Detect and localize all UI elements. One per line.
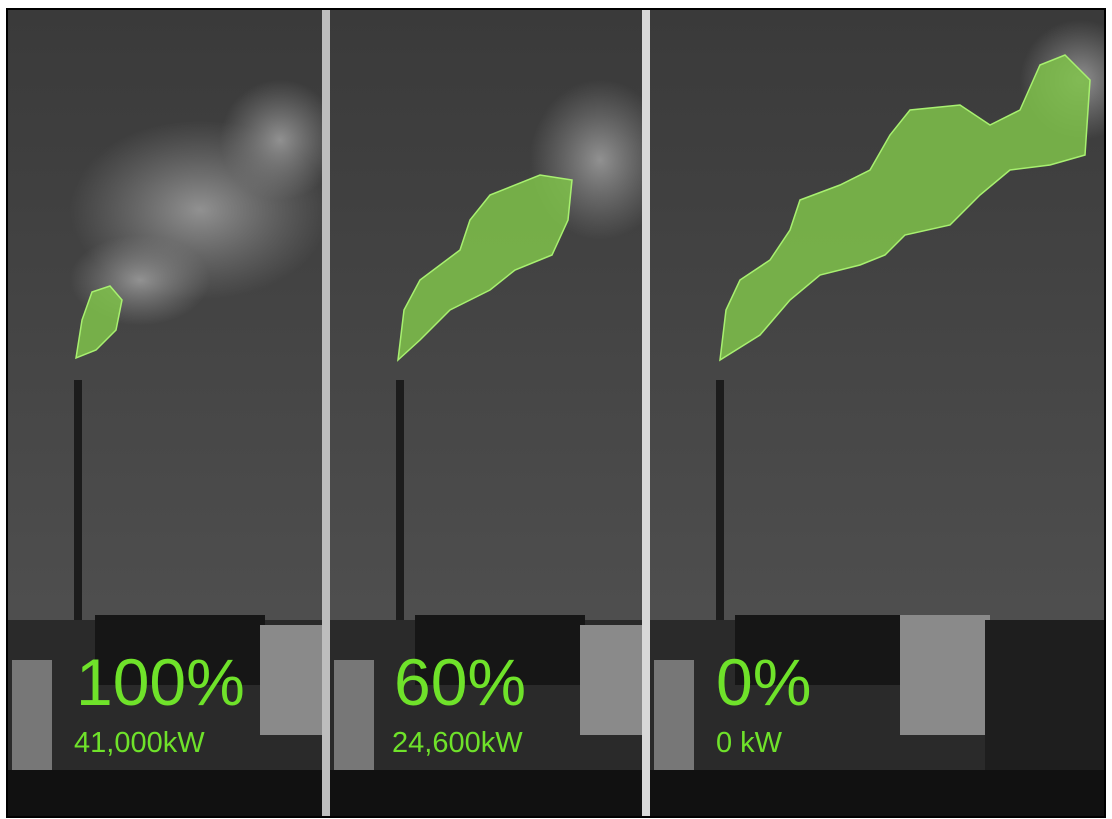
percent: 0% <box>716 645 811 719</box>
ground <box>8 770 322 816</box>
chimney <box>396 380 404 660</box>
panel: 100% 41,000kW <box>8 10 340 816</box>
panel: 60% 24,600kW <box>330 10 670 816</box>
building <box>580 625 642 735</box>
page: 100% 41,000kW 60% 24,600kW 0% 0 kW (() =… <box>0 0 1112 819</box>
building <box>12 660 52 780</box>
percent: 60% <box>394 645 526 719</box>
building <box>900 615 990 735</box>
ground <box>650 770 1104 816</box>
divider <box>322 10 330 816</box>
power: 0 kW <box>716 727 783 759</box>
image: 100% 41,000kW 60% 24,600kW 0% 0 kW <box>0 0 1112 819</box>
chimney <box>74 380 82 660</box>
panel: 0% 0 kW <box>650 10 1112 816</box>
ground <box>330 770 642 816</box>
building <box>654 660 694 780</box>
building <box>260 625 322 735</box>
power: 41,000kW <box>74 727 205 759</box>
chimney <box>716 380 724 660</box>
power: 24,600kW <box>392 727 523 759</box>
building <box>334 660 374 780</box>
percent: 100% <box>76 645 245 719</box>
divider <box>642 10 650 816</box>
